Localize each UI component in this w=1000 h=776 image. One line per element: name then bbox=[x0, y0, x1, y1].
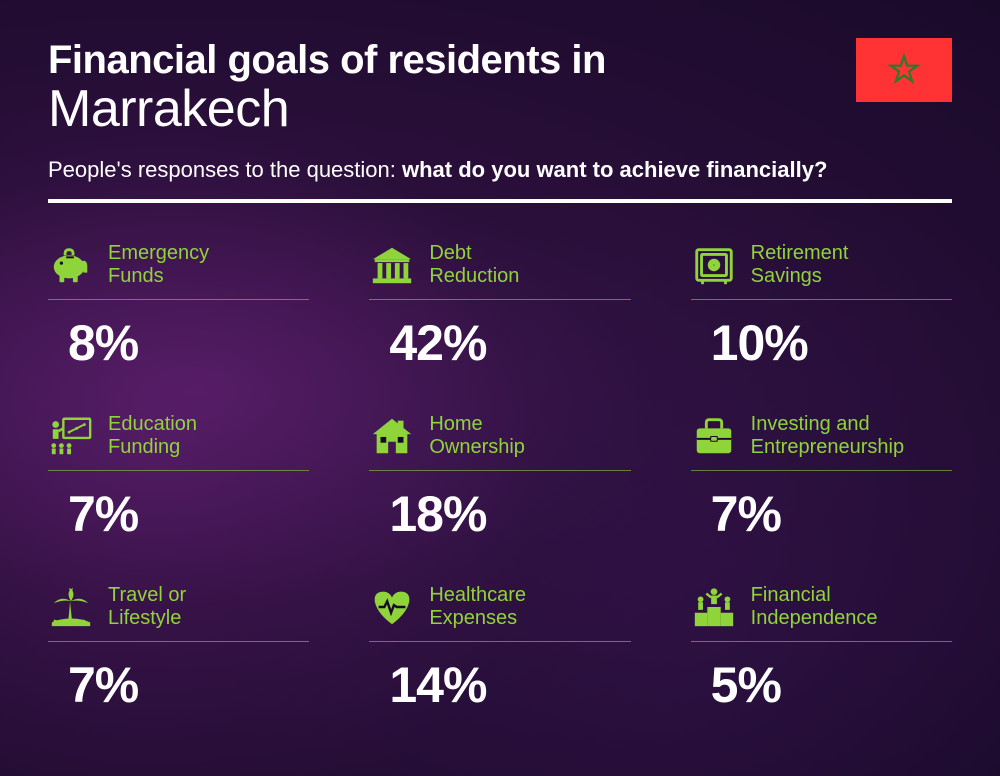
stat-value: 8% bbox=[48, 314, 309, 372]
stat-label: Investing andEntrepreneurship bbox=[751, 413, 904, 459]
stat-divider bbox=[48, 299, 309, 300]
title-prefix: Financial goals of residents in bbox=[48, 38, 952, 83]
stat-divider bbox=[369, 641, 630, 642]
stat-item: Investing andEntrepreneurship 7% bbox=[691, 410, 952, 543]
stat-value: 10% bbox=[691, 314, 952, 372]
safe-icon bbox=[691, 242, 737, 288]
stat-divider bbox=[369, 470, 630, 471]
piggy-bank-icon bbox=[48, 242, 94, 288]
stat-label: EmergencyFunds bbox=[108, 242, 209, 288]
podium-icon bbox=[691, 584, 737, 630]
stat-label: FinancialIndependence bbox=[751, 584, 878, 630]
stat-divider bbox=[691, 470, 952, 471]
stat-label: HomeOwnership bbox=[429, 413, 525, 459]
stat-value: 18% bbox=[369, 485, 630, 543]
presentation-icon bbox=[48, 413, 94, 459]
stat-label: DebtReduction bbox=[429, 242, 519, 288]
stat-value: 7% bbox=[691, 485, 952, 543]
stat-value: 7% bbox=[48, 656, 309, 714]
stat-item: RetirementSavings 10% bbox=[691, 239, 952, 372]
stat-item: EmergencyFunds 8% bbox=[48, 239, 309, 372]
briefcase-icon bbox=[691, 413, 737, 459]
stat-divider bbox=[48, 641, 309, 642]
stat-item: HomeOwnership 18% bbox=[369, 410, 630, 543]
stat-value: 7% bbox=[48, 485, 309, 543]
subtitle-bold: what do you want to achieve financially? bbox=[402, 157, 827, 182]
stat-value: 14% bbox=[369, 656, 630, 714]
stat-divider bbox=[691, 299, 952, 300]
stat-label: HealthcareExpenses bbox=[429, 584, 526, 630]
country-flag bbox=[856, 38, 952, 102]
header-divider bbox=[48, 199, 952, 203]
palm-tree-icon bbox=[48, 584, 94, 630]
header: Financial goals of residents in Marrakec… bbox=[48, 38, 952, 203]
stat-divider bbox=[691, 641, 952, 642]
stat-item: FinancialIndependence 5% bbox=[691, 581, 952, 714]
stat-label: EducationFunding bbox=[108, 413, 197, 459]
house-icon bbox=[369, 413, 415, 459]
stat-label: RetirementSavings bbox=[751, 242, 849, 288]
stat-item: Travel orLifestyle 7% bbox=[48, 581, 309, 714]
title-city: Marrakech bbox=[48, 79, 952, 139]
stat-item: DebtReduction 42% bbox=[369, 239, 630, 372]
stat-divider bbox=[48, 470, 309, 471]
stat-label: Travel orLifestyle bbox=[108, 584, 186, 630]
subtitle-lead: People's responses to the question: bbox=[48, 157, 402, 182]
stat-item: HealthcareExpenses 14% bbox=[369, 581, 630, 714]
stat-value: 5% bbox=[691, 656, 952, 714]
stat-item: EducationFunding 7% bbox=[48, 410, 309, 543]
heart-pulse-icon bbox=[369, 584, 415, 630]
bank-icon bbox=[369, 242, 415, 288]
subtitle: People's responses to the question: what… bbox=[48, 157, 952, 183]
stat-grid: EmergencyFunds 8% DebtReduction 42% Reti… bbox=[48, 239, 952, 714]
stat-value: 42% bbox=[369, 314, 630, 372]
stat-divider bbox=[369, 299, 630, 300]
